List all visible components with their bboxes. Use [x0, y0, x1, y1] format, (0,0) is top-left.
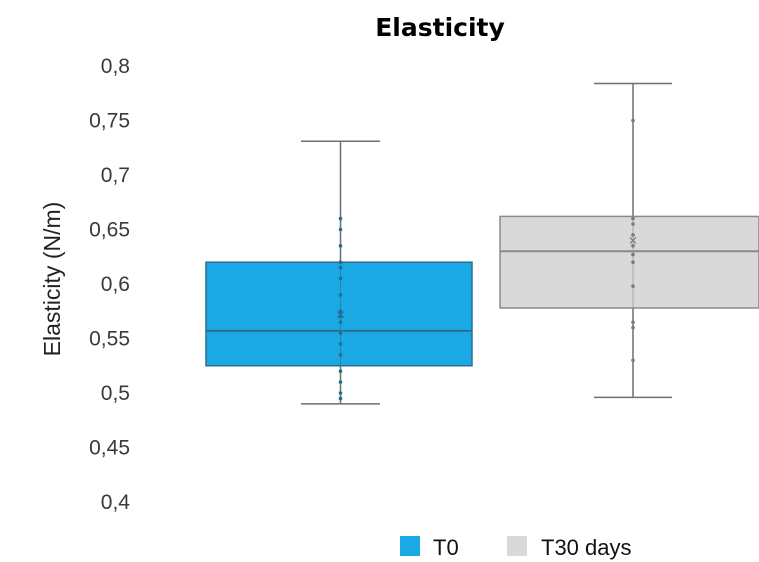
chart-title: Elasticity: [375, 13, 505, 42]
y-tick-label: 0,75: [89, 110, 130, 133]
data-point: [338, 331, 343, 335]
data-point: [338, 260, 343, 265]
legend-label: T30 days: [541, 535, 632, 560]
data-point: [631, 325, 635, 330]
data-point: [338, 216, 343, 221]
data-point: [338, 369, 343, 374]
data-point: [631, 358, 635, 363]
data-point: [338, 320, 343, 324]
legend-swatch: [507, 536, 527, 556]
data-point: [338, 396, 343, 401]
data-point: [338, 342, 343, 346]
mean-marker: [337, 311, 344, 318]
y-tick-label: 0,8: [101, 55, 130, 78]
box-series-t30: [499, 82, 759, 399]
y-tick-label: 0,4: [101, 491, 131, 514]
data-point: [631, 222, 635, 226]
data-point: [338, 293, 343, 297]
legend-swatch: [400, 536, 420, 556]
y-tick-label: 0,5: [101, 382, 130, 405]
y-tick-label: 0,65: [89, 219, 130, 242]
data-point: [338, 309, 343, 314]
data-point: [338, 227, 343, 232]
data-point: [631, 216, 635, 221]
data-point: [631, 284, 635, 288]
data-point: [338, 391, 343, 395]
box-series-t0: [205, 140, 473, 405]
mean-marker: [629, 236, 637, 244]
box-plots: [205, 82, 759, 405]
data-point: [631, 233, 635, 237]
data-point: [338, 265, 343, 270]
data-point: [338, 353, 343, 357]
data-point: [338, 276, 343, 281]
y-axis-ticks: 0,4 0,45 0,5 0,55 0,6 0,65 0,7 0,75 0,8: [89, 55, 130, 514]
data-point: [338, 380, 343, 384]
legend-label: T0: [433, 535, 459, 560]
data-point: [631, 320, 635, 324]
data-point: [631, 244, 635, 248]
y-tick-label: 0,7: [101, 164, 130, 187]
data-point: [631, 260, 635, 265]
data-point: [338, 244, 343, 248]
legend: T0 T30 days: [400, 535, 632, 560]
box-iqr: [499, 215, 759, 309]
data-point: [631, 252, 635, 257]
y-tick-label: 0,45: [89, 437, 130, 460]
y-axis-label: Elasticity (N/m): [39, 202, 65, 357]
y-tick-label: 0,6: [101, 273, 130, 296]
y-tick-label: 0,55: [89, 328, 130, 351]
data-point: [631, 118, 635, 123]
